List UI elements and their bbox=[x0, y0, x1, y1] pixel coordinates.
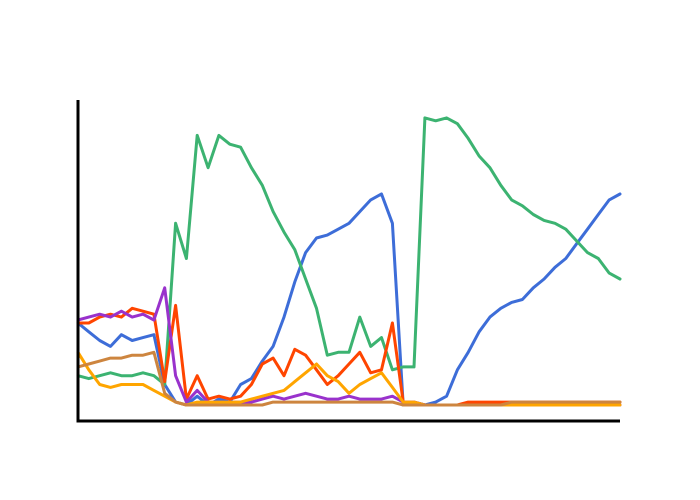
series-line-5 bbox=[76, 350, 622, 407]
series-line-6 bbox=[76, 350, 622, 407]
series-line-3 bbox=[76, 303, 622, 407]
series-line-2 bbox=[76, 116, 622, 386]
series-layer bbox=[76, 116, 622, 407]
series-line-1 bbox=[76, 192, 622, 407]
